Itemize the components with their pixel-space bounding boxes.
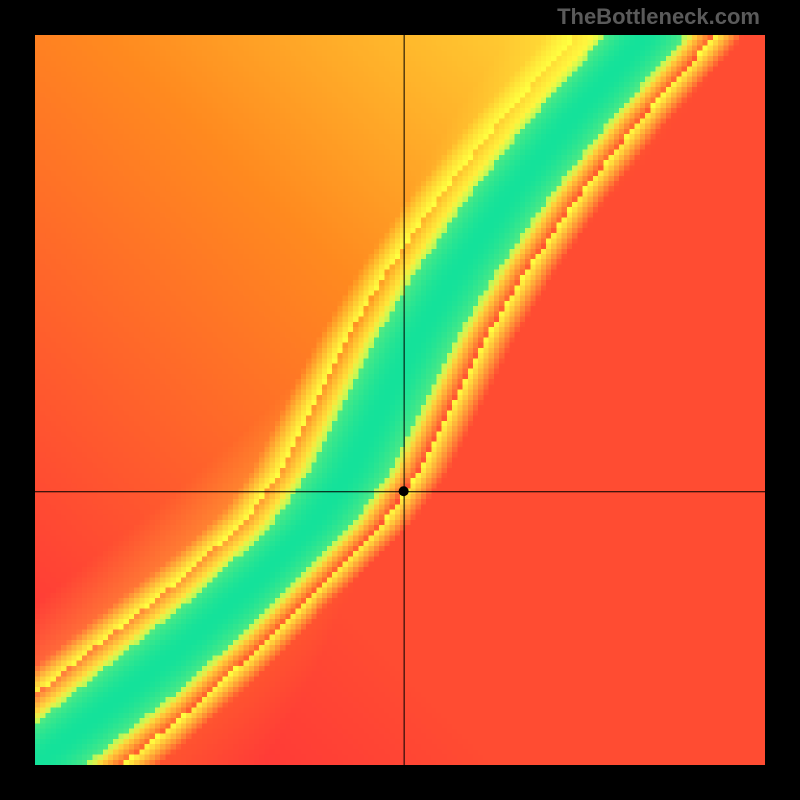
attribution-text: TheBottleneck.com [557, 4, 760, 30]
crosshair-overlay [0, 0, 800, 800]
